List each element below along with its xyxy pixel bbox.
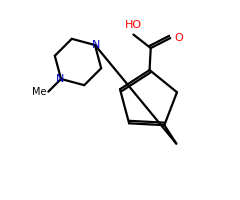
Text: N: N — [92, 40, 100, 50]
Text: Me: Me — [32, 87, 46, 97]
Text: O: O — [174, 33, 183, 43]
Text: N: N — [56, 74, 64, 84]
Text: HO: HO — [125, 20, 142, 30]
